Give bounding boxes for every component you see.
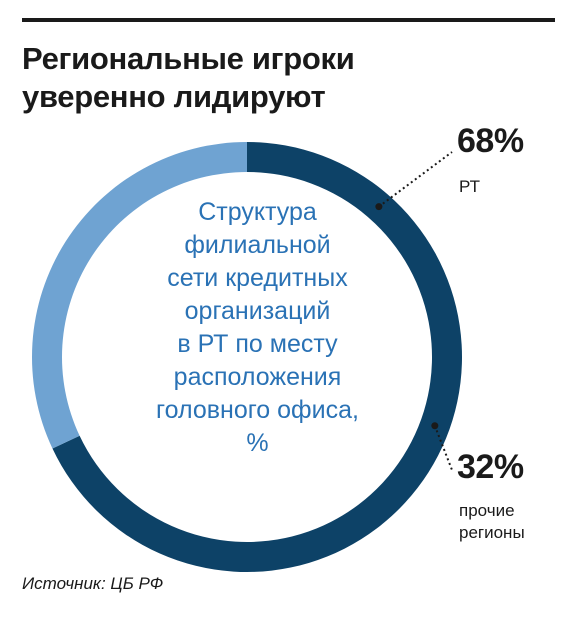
subtitle-line: Структура bbox=[198, 198, 317, 226]
top-rule bbox=[22, 18, 555, 22]
subtitle-line: головного офиса, bbox=[156, 396, 359, 424]
donut-slices bbox=[31, 141, 462, 572]
leader-line-0 bbox=[378, 151, 453, 208]
data-label-other-regions: 32% bbox=[457, 448, 524, 486]
subtitle-line: расположения bbox=[173, 363, 342, 391]
leader-dot-1 bbox=[431, 422, 439, 430]
slice-label-line: регионы bbox=[459, 523, 525, 542]
chart-title: Региональные игроки уверенно лидируют bbox=[22, 40, 542, 116]
data-label-rt: 68% bbox=[457, 122, 524, 160]
subtitle-line: организаций bbox=[184, 297, 331, 325]
subtitle-line: % bbox=[246, 429, 269, 457]
title-line-1: Региональные игроки bbox=[22, 41, 355, 76]
slice-label-line: РТ bbox=[459, 177, 480, 196]
subtitle-line: сети кредитных bbox=[167, 264, 348, 292]
subtitle-line: филиальной bbox=[184, 231, 331, 259]
chart-subtitle: Структура филиальной сети кредитных орга… bbox=[110, 196, 405, 460]
slice-label-rt: РТ bbox=[459, 176, 480, 198]
leader-lines bbox=[375, 151, 453, 471]
subtitle-line: в РТ по месту bbox=[177, 330, 338, 358]
slice-label-line: прочие bbox=[459, 501, 515, 520]
leader-dot-0 bbox=[375, 203, 383, 211]
donut-slice-1 bbox=[31, 141, 248, 449]
title-line-2: уверенно лидируют bbox=[22, 79, 326, 114]
source-note: Источник: ЦБ РФ bbox=[22, 574, 164, 593]
slice-label-other-regions: прочие регионы bbox=[459, 500, 525, 544]
